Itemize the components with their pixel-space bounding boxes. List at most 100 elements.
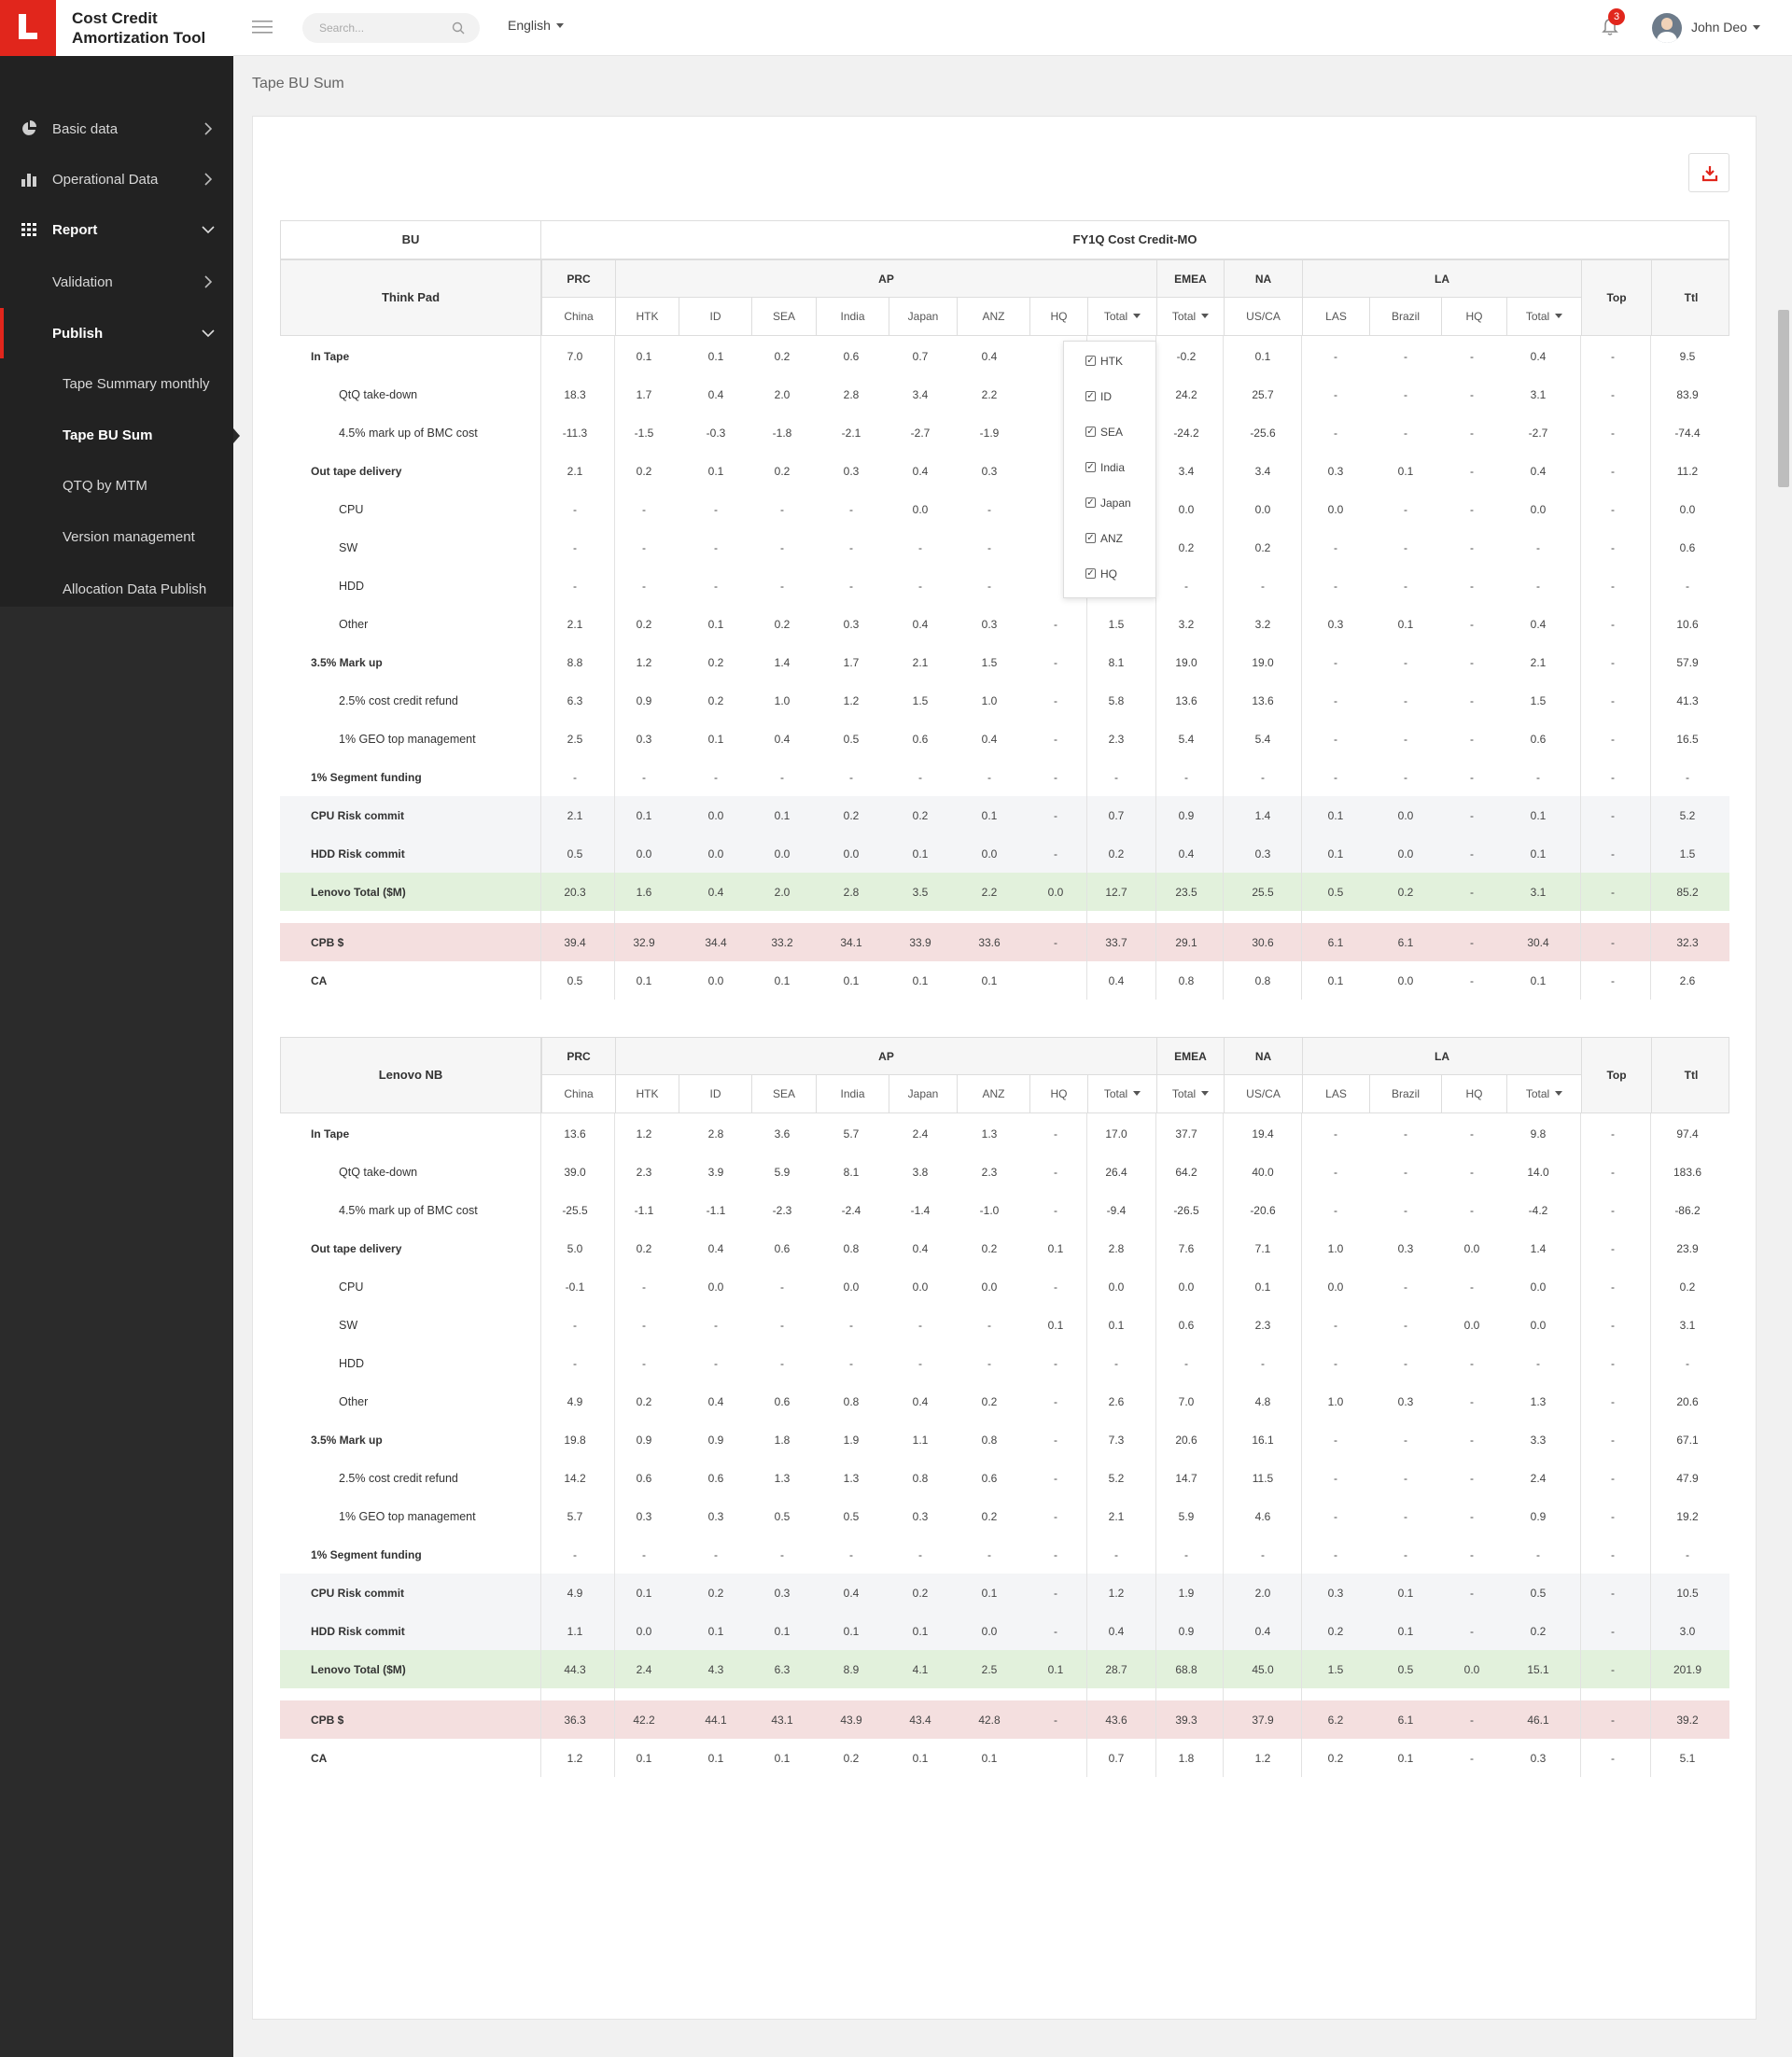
- checkbox-checked-icon[interactable]: ✓: [1085, 462, 1096, 472]
- table-cell: 3.4: [1254, 465, 1271, 478]
- table-cell: 0.4: [1108, 974, 1125, 987]
- table-cell: -1.4: [910, 1204, 931, 1217]
- sidebar-item-basic-data[interactable]: Basic data: [0, 104, 233, 154]
- table-cell: -: [1404, 388, 1407, 401]
- table-cell: 0.2: [636, 618, 652, 631]
- row-label: 1% Segment funding: [311, 1548, 422, 1561]
- search-input[interactable]: [319, 20, 450, 36]
- table-cell: 4.1: [912, 1663, 929, 1676]
- table-cell: 0.1: [636, 1587, 652, 1600]
- column-header[interactable]: Total: [1087, 1075, 1156, 1112]
- table-cell: 0.9: [707, 1434, 724, 1447]
- hamburger-menu-icon[interactable]: [252, 20, 273, 35]
- sidebar-item-version-management[interactable]: Version management: [0, 511, 233, 562]
- sidebar-item-label: Basic data: [52, 120, 119, 137]
- table-cell: -: [1611, 1752, 1615, 1765]
- scrollbar-thumb[interactable]: [1778, 310, 1789, 487]
- table-cell: 0.0: [1397, 847, 1414, 861]
- table-cell: 1.3: [981, 1127, 998, 1140]
- table-cell: -: [780, 1548, 784, 1561]
- table-cell: -25.6: [1250, 427, 1276, 440]
- table-cell: -0.3: [706, 427, 726, 440]
- table-cell: -: [987, 503, 991, 516]
- table-cell: -74.4: [1674, 427, 1701, 440]
- checkbox-checked-icon[interactable]: ✓: [1085, 356, 1096, 366]
- table-cell: 1.2: [1108, 1587, 1125, 1600]
- table-cell: 0.3: [912, 1510, 929, 1523]
- caret-down-icon: [555, 23, 564, 28]
- table-cell: 20.6: [1676, 1395, 1699, 1408]
- table-cell: 17.0: [1105, 1127, 1127, 1140]
- sidebar-item-operational-data[interactable]: Operational Data: [0, 154, 233, 204]
- table-cell: 0.0: [1463, 1319, 1480, 1332]
- checkbox-checked-icon[interactable]: ✓: [1085, 497, 1096, 508]
- download-button[interactable]: [1688, 153, 1729, 192]
- row-label: 1% GEO top management: [339, 733, 476, 746]
- table-cell: 1.5: [1108, 618, 1125, 631]
- sidebar-item-label: Operational Data: [52, 171, 159, 188]
- scrollbar-track[interactable]: [1777, 56, 1792, 2057]
- search-icon[interactable]: [452, 21, 465, 35]
- table-cell: -: [1054, 1625, 1057, 1638]
- sidebar-item-tape-summary-monthly[interactable]: Tape Summary monthly: [0, 358, 233, 409]
- table-title-row: BU FY1Q Cost Credit-MO: [280, 220, 1729, 259]
- table-cell: 0.1: [774, 1625, 791, 1638]
- column-header[interactable]: Total: [1506, 298, 1581, 335]
- column-header[interactable]: Total: [1156, 1075, 1224, 1112]
- sidebar-item-tape-bu-sum[interactable]: Tape BU Sum: [0, 410, 233, 460]
- column-divider: [1301, 336, 1302, 1000]
- column-header[interactable]: Total: [1087, 298, 1156, 335]
- table-cell: 39.4: [564, 936, 586, 949]
- pie-chart-icon: [22, 120, 36, 135]
- user-menu[interactable]: John Deo: [1691, 20, 1760, 35]
- table-cell: 0.0: [912, 1280, 929, 1294]
- table-cell: -: [1054, 771, 1057, 784]
- table-cell: 45.0: [1252, 1663, 1274, 1676]
- table-cell: -: [1334, 580, 1337, 593]
- table-cell: -: [849, 541, 853, 554]
- table-cell: 23.9: [1676, 1242, 1699, 1255]
- table-cell: 2.1: [567, 618, 583, 631]
- table-cell: 1.3: [1530, 1395, 1547, 1408]
- table-cell: 0.1: [774, 974, 791, 987]
- table-cell: 201.9: [1673, 1663, 1702, 1676]
- row-label: 2.5% cost credit refund: [339, 1472, 458, 1485]
- sidebar-item-allocation-data-publish[interactable]: Allocation Data Publish: [0, 564, 233, 614]
- checkbox-checked-icon[interactable]: ✓: [1085, 427, 1096, 437]
- table-cell: -: [1470, 1395, 1474, 1408]
- table-cell: -: [1404, 1280, 1407, 1294]
- checkbox-checked-icon[interactable]: ✓: [1085, 568, 1096, 579]
- avatar[interactable]: [1652, 13, 1682, 43]
- table-cell: 2.1: [567, 465, 583, 478]
- sidebar-item-publish[interactable]: Publish: [0, 308, 233, 358]
- column-header-label: China: [564, 1087, 594, 1100]
- table-cell: -: [1334, 350, 1337, 363]
- column-header-label: HQ: [1465, 310, 1483, 323]
- table-cell: -: [1611, 733, 1615, 746]
- table-cell: 4.8: [1254, 1395, 1271, 1408]
- table-cell: -: [918, 771, 922, 784]
- table-cell: -: [1334, 1434, 1337, 1447]
- table-cell: 3.5: [912, 886, 929, 899]
- table-cell: 2.6: [1108, 1395, 1125, 1408]
- sidebar-item-validation[interactable]: Validation: [0, 257, 233, 307]
- column-header[interactable]: Total: [1156, 298, 1224, 335]
- column-header: ID: [679, 298, 751, 335]
- sidebar-item-report[interactable]: Report: [0, 204, 233, 255]
- table-cell: 1.2: [843, 694, 860, 707]
- sidebar-item-qtq-by-mtm[interactable]: QTQ by MTM: [0, 460, 233, 511]
- table-cell: 1.5: [1327, 1663, 1344, 1676]
- table-cell: 83.9: [1676, 388, 1699, 401]
- table-cell: -: [1470, 656, 1474, 669]
- table-cell: -: [1404, 541, 1407, 554]
- table-cell: 0.2: [1397, 886, 1414, 899]
- table-cell: 1.5: [1530, 694, 1547, 707]
- language-selector[interactable]: English: [508, 18, 564, 33]
- row-label: CPU Risk commit: [311, 1587, 405, 1600]
- table-cell: 0.4: [912, 465, 929, 478]
- table-cell: 0.6: [1679, 541, 1696, 554]
- column-header[interactable]: Total: [1506, 1075, 1581, 1112]
- checkbox-checked-icon[interactable]: ✓: [1085, 391, 1096, 401]
- checkbox-checked-icon[interactable]: ✓: [1085, 533, 1096, 543]
- table-cell: 40.0: [1252, 1166, 1274, 1179]
